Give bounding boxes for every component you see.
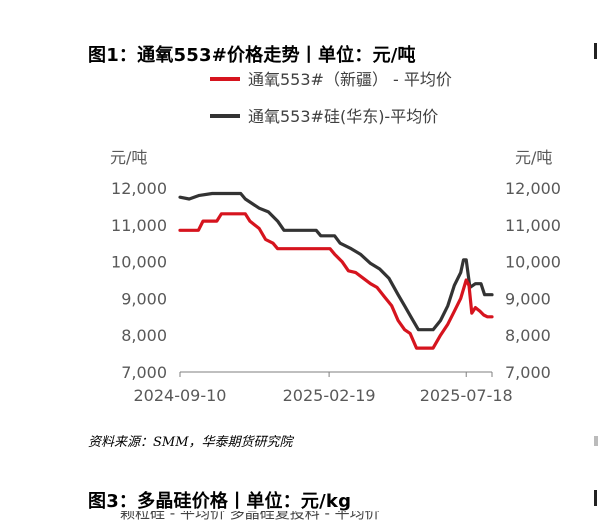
x-tick-label: 2025-02-19 <box>283 386 376 405</box>
series-line-xinjiang <box>178 212 494 350</box>
adjacent-panel-edge-2 <box>594 490 597 506</box>
y-tick-label-right: 7,000 <box>505 363 551 382</box>
figure-1-title: 图1：通氧553#价格走势丨单位：元/吨 <box>88 45 416 66</box>
x-tick-label: 2025-07-18 <box>420 386 513 405</box>
legend-label-xinjiang: 通氧553#（新疆） - 平均价 <box>248 70 452 89</box>
chart-legend: 通氧553#（新疆） - 平均价 通氧553#硅(华东)-平均价 <box>210 70 452 126</box>
y-tick-label-left: 11,000 <box>111 216 167 235</box>
data-source-note: 资料来源：SMM，华泰期货研究院 <box>88 435 293 450</box>
y-tick-label-left: 7,000 <box>121 363 167 382</box>
y-tick-label-left: 12,000 <box>111 179 167 198</box>
legend-label-huadong: 通氧553#硅(华东)-平均价 <box>248 107 438 126</box>
right-y-axis: 7,000 8,000 9,000 10,000 11,000 12,000 <box>505 179 561 382</box>
x-axis: 2024-09-10 2025-02-19 2025-07-18 <box>134 372 513 405</box>
figure-3-legend-cut: 颗粒硅 - 平均价 多晶硅复投料 - 平均价 <box>120 511 540 522</box>
adjacent-panel-note-edge <box>594 436 598 446</box>
left-axis-unit: 元/吨 <box>110 148 147 167</box>
x-tick-label: 2024-09-10 <box>134 386 227 405</box>
y-tick-label-right: 8,000 <box>505 326 551 345</box>
figure-3-legend-text: 颗粒硅 - 平均价 多晶硅复投料 - 平均价 <box>120 511 380 522</box>
y-tick-label-left: 10,000 <box>111 253 167 272</box>
right-axis-unit: 元/吨 <box>515 148 552 167</box>
y-tick-label-right: 12,000 <box>505 179 561 198</box>
y-tick-label-right: 10,000 <box>505 253 561 272</box>
figure-3-title: 图3：多晶硅价格丨单位：元/kg <box>88 491 352 512</box>
y-tick-label-left: 8,000 <box>121 326 167 345</box>
y-tick-label-right: 11,000 <box>505 216 561 235</box>
y-tick-label-left: 9,000 <box>121 289 167 308</box>
y-tick-label-right: 9,000 <box>505 289 551 308</box>
left-y-axis: 7,000 8,000 9,000 10,000 11,000 12,000 <box>111 179 167 382</box>
adjacent-panel-edge <box>594 43 597 59</box>
plot-lines <box>178 191 494 350</box>
series-line-huadong <box>178 191 494 332</box>
